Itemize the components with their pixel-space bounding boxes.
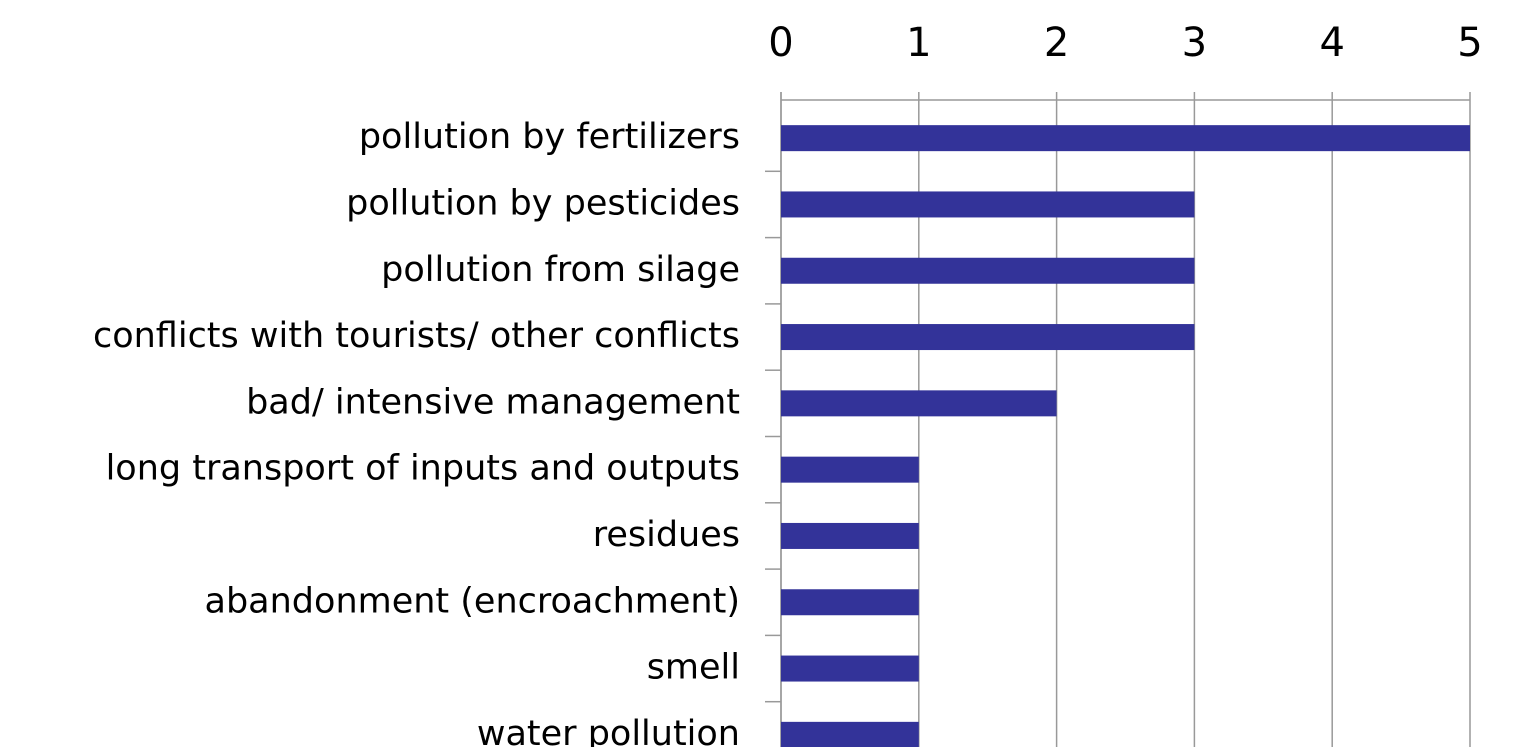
x-tick-label: 0 [768,20,793,66]
x-tick-label: 1 [906,20,931,66]
category-label: residues [593,515,740,555]
bar [781,456,919,483]
category-label: bad/ intensive management [246,382,740,422]
x-tick-label: 4 [1319,20,1344,66]
category-label: smell [647,648,740,688]
x-tick-label: 2 [1044,20,1069,66]
bar [781,522,919,549]
bar [781,324,1195,351]
category-label: pollution from silage [381,250,740,290]
bar [781,257,1195,284]
bar [781,589,919,616]
category-label: long transport of inputs and outputs [106,449,740,489]
category-label: water pollution [477,714,740,747]
bar [781,191,1195,218]
bar [781,390,1057,417]
category-label: abandonment (encroachment) [205,581,740,621]
bar [781,655,919,682]
category-label: conflicts with tourists/ other conflicts [93,316,740,356]
category-label: pollution by fertilizers [359,117,740,157]
bar [781,721,919,747]
category-label: pollution by pesticides [346,183,740,223]
x-tick-label: 3 [1182,20,1207,66]
bar [781,125,1470,152]
x-tick-label: 5 [1457,20,1482,66]
